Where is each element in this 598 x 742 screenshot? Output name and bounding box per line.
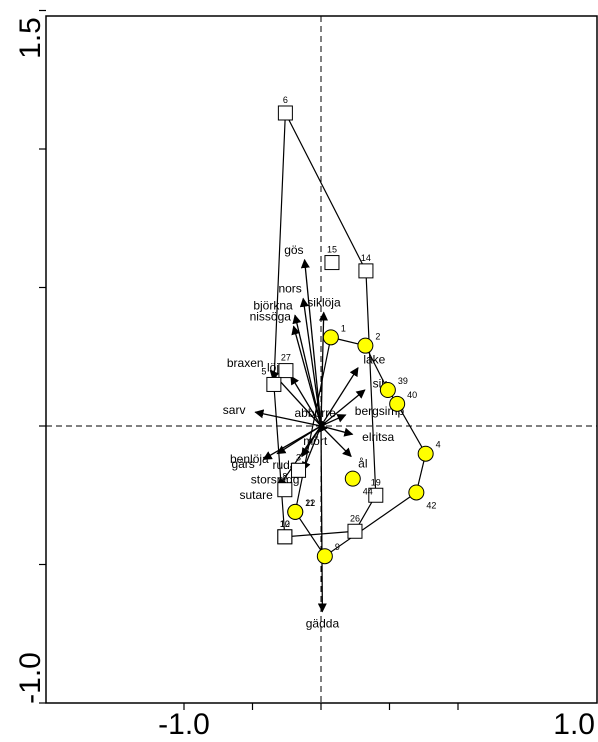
site-label: 4 [436,440,441,450]
site-circle [389,395,406,412]
site-circle [357,337,374,354]
species-arrow [320,389,366,427]
species-arrow [320,367,359,427]
species-arrow [317,425,327,613]
species-label: gärs [231,457,254,471]
species-label: elritsa [362,430,394,444]
species-label: björkna [253,298,293,312]
y-tick-label: 1.5 [14,17,47,59]
species-arrow [277,425,322,488]
axis-ticks [39,9,459,710]
site-circle [316,548,333,565]
site-label: 12 [280,519,290,529]
site-circle [344,470,361,487]
site-circle [417,445,434,462]
site-label: 11 [305,498,314,508]
site-square [347,523,363,539]
site-label: 10 [280,519,290,529]
site-square [278,363,294,379]
species-arrow [302,425,322,472]
species-label: ål [358,457,367,471]
species-arrow [276,425,322,455]
site-square [277,482,293,498]
site-label: 8 [282,472,287,482]
species-label: nors [278,282,301,296]
species-arrow [320,414,347,427]
site-label: 2 [375,332,380,342]
species-label: benlöja [230,452,269,466]
site-label: 26 [350,513,360,523]
site-label: 3 [296,452,301,462]
site-square [277,105,293,121]
species-arrow [254,409,322,427]
species-label: sarv [223,403,246,417]
site-label: 6 [283,95,288,105]
site-square [266,376,282,392]
species-label: gädda [306,617,340,631]
species-label: abborre [295,406,337,420]
site-square [291,462,307,478]
reference-lines [46,16,597,703]
site-label: 1 [341,323,346,333]
site-label: 40 [407,390,417,400]
species-label: sutare [239,488,273,502]
y-tick-label: -1.0 [14,652,47,704]
species-arrow [299,297,322,427]
site-square [324,255,340,271]
site-hulls [273,110,427,558]
site-label: 44 [363,487,373,497]
site-circle [322,329,339,346]
site-circle [287,503,304,520]
site-label: 27 [281,353,291,363]
species-label: nissöga [250,310,292,324]
tick-labels: -1.0 1.0 -1.0 1.5 [14,17,595,741]
species-arrow [300,258,322,427]
site-square [277,529,293,545]
species-arrow [291,325,322,427]
species-label: siklöja [307,295,341,309]
site-label: 14 [361,253,371,263]
species-arrow [320,425,352,458]
species-arrow [320,425,354,437]
site-circle [408,484,425,501]
species-arrow [318,311,329,427]
species-label: braxen [227,356,264,370]
species-label: lake [363,352,385,366]
site-label: 22 [305,498,315,508]
site-label: 42 [426,500,436,510]
site-square [368,487,384,503]
site-circle [379,381,396,398]
site-label: 5 [261,366,266,376]
site-label: 9 [335,542,340,552]
x-tick-label: -1.0 [158,708,210,741]
species-label: gös [284,243,303,257]
site-label: 19 [371,477,381,487]
site-label: 15 [327,245,337,255]
x-tick-label: 1.0 [553,708,595,741]
species-arrow [290,375,322,427]
site-square [358,263,374,279]
site-label: 39 [398,376,408,386]
